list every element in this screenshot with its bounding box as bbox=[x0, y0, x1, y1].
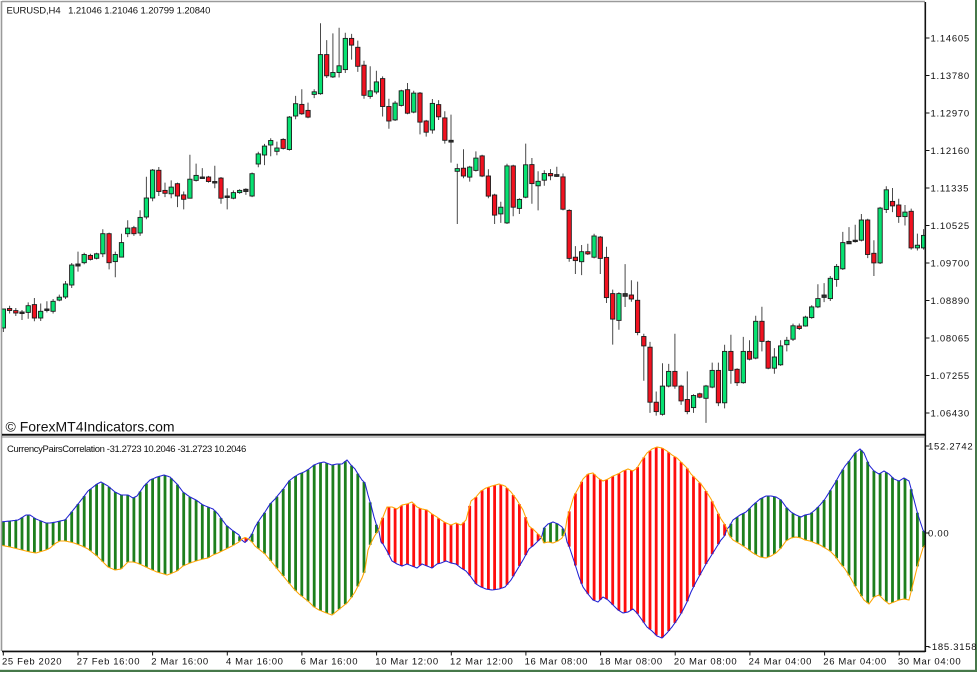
svg-text:1.06430: 1.06430 bbox=[931, 408, 970, 419]
svg-text:EURUSD,H4 1.21046 1.21046 1.: EURUSD,H4 1.21046 1.21046 1.20799 1.2084… bbox=[7, 6, 211, 17]
svg-text:1.11335: 1.11335 bbox=[931, 183, 970, 194]
svg-text:1.08065: 1.08065 bbox=[931, 333, 970, 344]
svg-text:26 Mar 04:00: 26 Mar 04:00 bbox=[823, 657, 886, 668]
svg-text:10 Mar 12:00: 10 Mar 12:00 bbox=[375, 657, 438, 668]
svg-text:1.07255: 1.07255 bbox=[931, 371, 970, 382]
svg-text:4 Mar 16:00: 4 Mar 16:00 bbox=[226, 657, 284, 668]
svg-text:12 Mar 12:00: 12 Mar 12:00 bbox=[450, 657, 513, 668]
svg-text:1.14605: 1.14605 bbox=[931, 33, 970, 44]
svg-text:1.13780: 1.13780 bbox=[931, 71, 970, 82]
svg-text:1.10525: 1.10525 bbox=[931, 221, 970, 232]
svg-text:-185.3158: -185.3158 bbox=[928, 642, 977, 653]
svg-text:1.09700: 1.09700 bbox=[931, 258, 970, 269]
svg-text:27 Feb 16:00: 27 Feb 16:00 bbox=[77, 657, 140, 668]
svg-text:1.12160: 1.12160 bbox=[931, 146, 970, 157]
svg-text:20 Mar 08:00: 20 Mar 08:00 bbox=[674, 657, 737, 668]
svg-text:16 Mar 08:00: 16 Mar 08:00 bbox=[525, 657, 588, 668]
svg-text:0.00: 0.00 bbox=[928, 528, 949, 539]
svg-text:© ForexMT4Indicators.com: © ForexMT4Indicators.com bbox=[6, 419, 175, 435]
svg-text:18 Mar 08:00: 18 Mar 08:00 bbox=[599, 657, 662, 668]
svg-text:1.08890: 1.08890 bbox=[931, 296, 970, 307]
svg-text:CurrencyPairsCorrelation -31.2: CurrencyPairsCorrelation -31.2723 10.204… bbox=[7, 444, 246, 455]
svg-text:30 Mar 04:00: 30 Mar 04:00 bbox=[898, 657, 961, 668]
svg-text:1.12970: 1.12970 bbox=[931, 108, 970, 119]
svg-text:152.2742: 152.2742 bbox=[928, 441, 973, 452]
svg-text:24 Mar 04:00: 24 Mar 04:00 bbox=[749, 657, 812, 668]
svg-text:25 Feb 2020: 25 Feb 2020 bbox=[2, 657, 62, 668]
svg-text:6 Mar 16:00: 6 Mar 16:00 bbox=[301, 657, 359, 668]
svg-text:2 Mar 16:00: 2 Mar 16:00 bbox=[151, 657, 209, 668]
